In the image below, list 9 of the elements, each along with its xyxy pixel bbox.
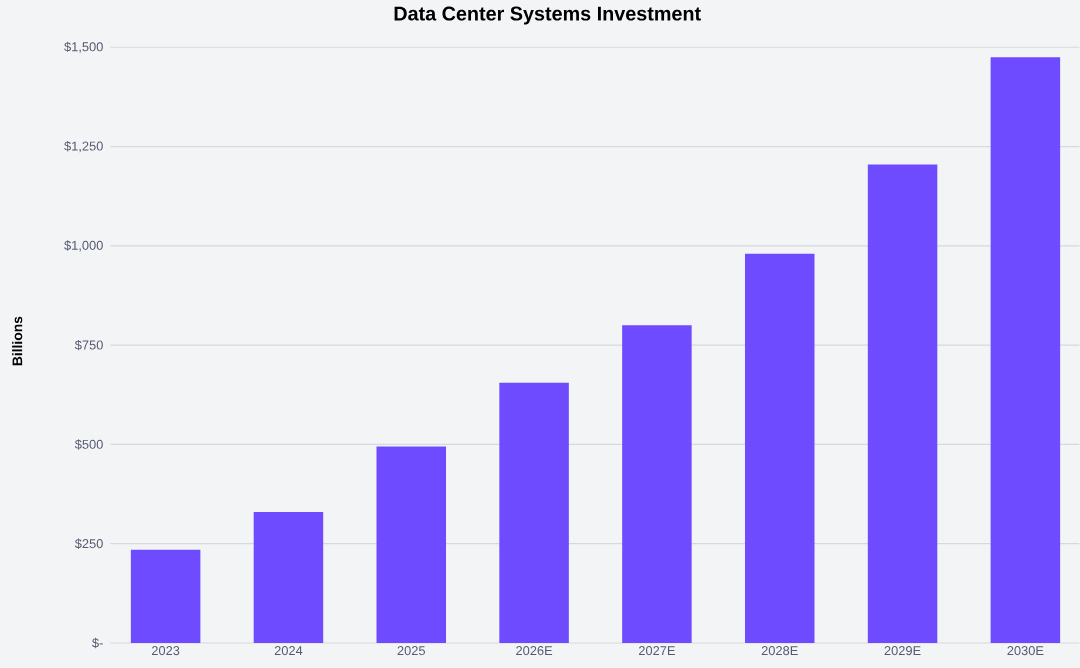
bar bbox=[130, 549, 201, 643]
bar bbox=[253, 511, 324, 643]
bar bbox=[867, 164, 938, 643]
bar bbox=[744, 253, 815, 643]
bar bbox=[990, 56, 1061, 643]
bar bbox=[622, 324, 692, 643]
bar bbox=[376, 446, 447, 643]
bar bbox=[499, 382, 569, 643]
chart-title: Data Center Systems Investment bbox=[394, 6, 701, 25]
